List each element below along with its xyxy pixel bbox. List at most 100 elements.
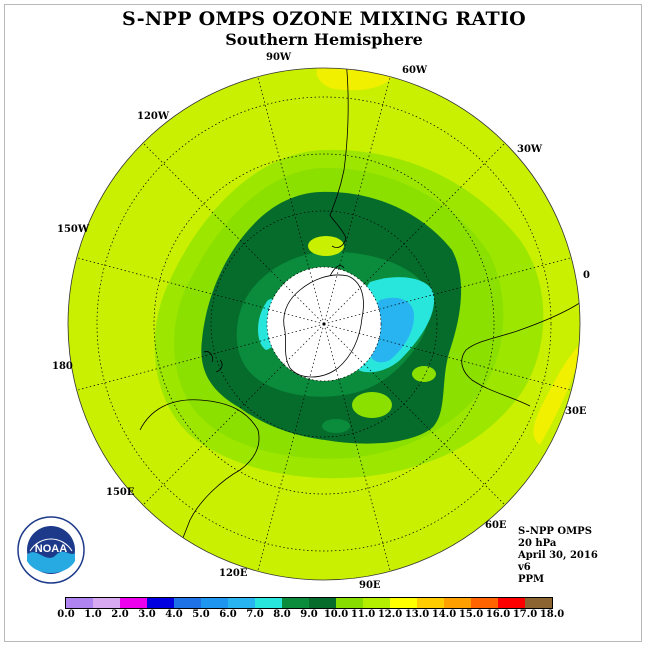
colorbar-tick-label: 17.0 (512, 609, 538, 620)
meridian-line-inner (323, 308, 380, 325)
meridian-line-inner (283, 283, 325, 325)
meridian-line-inner (308, 323, 325, 380)
noaa-logo-icon: NOAA (17, 516, 85, 584)
lon-label-90e: 90E (359, 580, 381, 591)
colorbar-swatch (255, 598, 282, 608)
meridian-line (379, 257, 572, 310)
colorbar-swatch (309, 598, 336, 608)
lon-label-30e: 30E (565, 406, 587, 417)
latitude-circles (96, 96, 552, 552)
meridian-line (379, 338, 572, 391)
lon-label-150e: 150E (106, 487, 135, 498)
colorbar-tick-label: 11.0 (350, 609, 376, 620)
colorbar-swatch (93, 598, 120, 608)
colorbar-tick-label: 9.0 (300, 609, 318, 620)
meridian-line-inner (323, 268, 340, 325)
contour-9-island-north (308, 236, 344, 256)
australia-coastline (139, 399, 260, 571)
colorbar-tick-label: 4.0 (165, 609, 183, 620)
colorbar-swatch (282, 598, 309, 608)
meridian-line (364, 364, 506, 506)
colorbar-tick-label: 13.0 (404, 609, 430, 620)
africa-coastline (461, 299, 580, 407)
colorbar-tick-label: 14.0 (431, 609, 457, 620)
image-frame (4, 4, 642, 642)
info-units: PPM (518, 574, 545, 585)
colorbar-swatch (444, 598, 471, 608)
colorbar-swatch (525, 598, 552, 608)
meridian-line-inner (323, 323, 380, 340)
south-america-coastline (329, 68, 349, 248)
meridian-line (142, 142, 284, 284)
colorbar-tick-label: 7.0 (246, 609, 264, 620)
colorbar-ticks: 0.0 1.0 2.0 3.0 4.0 5.0 6.0 7.0 8.0 9.0 10.0 11.0 12… (0, 609, 648, 623)
map-title: S-NPP OMPS OZONE MIXING RATIO (121, 8, 527, 30)
colorbar-tick-label: 10.0 (323, 609, 349, 620)
colorbar-swatch (174, 598, 201, 608)
info-block: S-NPP OMPS 20 hPa April 30, 2016 v6 PPM (518, 526, 598, 586)
meridian-line-inner (323, 323, 365, 365)
colorbar-swatch (120, 598, 147, 608)
colorbar-swatch (336, 598, 363, 608)
colorbar-swatch (147, 598, 174, 608)
logo-text: NOAA (35, 543, 67, 555)
colorbar-swatch (498, 598, 525, 608)
colorbar (65, 597, 553, 609)
colorbar-swatch (66, 598, 93, 608)
contour-8-island-south (322, 419, 350, 433)
colorbar-tick-label: 16.0 (485, 609, 511, 620)
meridian-line (257, 379, 310, 572)
contour-13-right (533, 340, 580, 445)
contour-9-island-south (352, 392, 392, 418)
colorbar-tick-label: 12.0 (377, 609, 403, 620)
colorbar-swatch (471, 598, 498, 608)
meridian-line (142, 364, 284, 506)
colorbar-swatch (228, 598, 255, 608)
lon-label-180: 180 (52, 361, 73, 372)
new-zealand-coastline (203, 351, 223, 373)
colorbar-tick-label: 15.0 (458, 609, 484, 620)
colorbar-tick-label: 5.0 (192, 609, 210, 620)
info-version: v6 (518, 562, 531, 573)
lon-label-90w: 90W (266, 52, 292, 63)
antarctica-coastline (283, 265, 364, 378)
colorbar-tick-label: 0.0 (57, 609, 75, 620)
hemisphere-outline (67, 67, 581, 581)
meridian-line (338, 76, 391, 269)
meridian-line (76, 338, 269, 391)
colorbar-tick-label: 3.0 (138, 609, 156, 620)
meridian-line-inner (268, 323, 325, 340)
colorbar-tick-label: 2.0 (111, 609, 129, 620)
colorbar-tick-label: 1.0 (84, 609, 102, 620)
colorbar-tick-label: 6.0 (219, 609, 237, 620)
colorbar-tick-label: 8.0 (273, 609, 291, 620)
lon-label-60w: 60W (402, 65, 428, 76)
lon-label-30w: 30W (517, 144, 543, 155)
meridian-line (76, 257, 269, 310)
meridian-line-inner (268, 308, 325, 325)
info-instrument: S-NPP OMPS (518, 526, 592, 537)
meridian-lines (76, 76, 572, 572)
info-pressure: 20 hPa (518, 538, 557, 549)
colorbar-swatch (363, 598, 390, 608)
meridian-line (338, 379, 391, 572)
colorbar-swatch (390, 598, 417, 608)
meridian-line-inner (323, 323, 340, 380)
meridian-line (364, 142, 506, 284)
info-date: April 30, 2016 (518, 550, 598, 561)
lon-label-60e: 60E (485, 520, 507, 531)
meridian-line-inner (283, 323, 325, 365)
lon-label-120w: 120W (137, 111, 170, 122)
meridian-line (257, 76, 310, 269)
colorbar-tick-label: 18.0 (539, 609, 565, 620)
lon-label-150w: 150W (57, 224, 90, 235)
meridian-line-inner (308, 268, 325, 325)
longitude-labels: 90W 60W 30W 0 30E 60E 90E 120E 150E 180 … (52, 52, 590, 591)
meridian-line-inner (323, 283, 365, 325)
lon-label-0: 0 (583, 270, 590, 281)
colorbar-swatch (417, 598, 444, 608)
contour-8-island-east (412, 366, 436, 382)
lon-label-120e: 120E (219, 568, 248, 579)
